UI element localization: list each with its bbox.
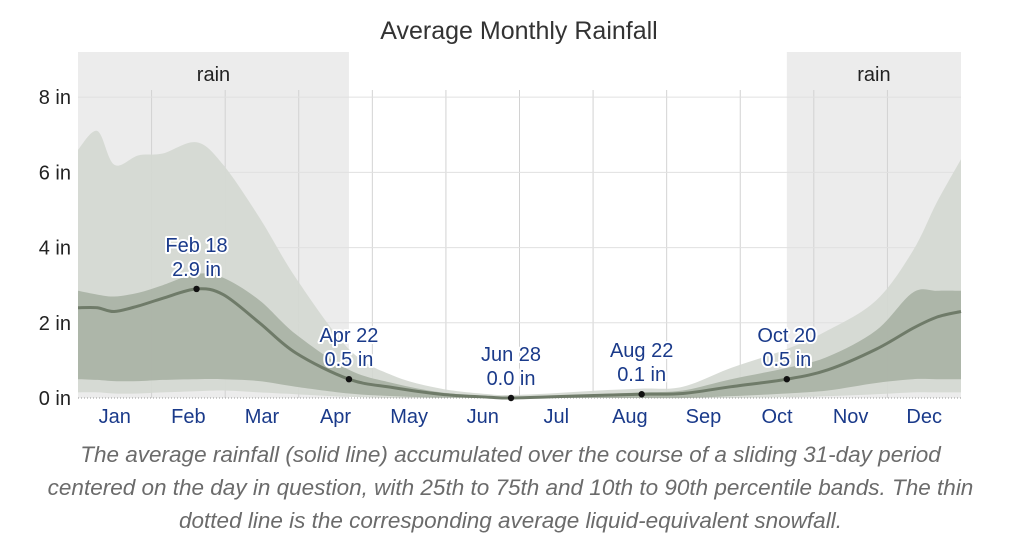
x-tick-label-may: May (390, 406, 428, 428)
annotation-date-3: Aug 22 (610, 340, 673, 362)
x-tick-label-apr: Apr (320, 406, 351, 428)
x-tick-label-jul: Jul (544, 406, 570, 428)
band-25-75 (78, 273, 961, 399)
mean-line-group (77, 287, 962, 400)
annotation-point-0 (193, 285, 200, 293)
x-tick-label-mar: Mar (245, 406, 280, 428)
annotation-date-0: Feb 18 (165, 235, 227, 257)
x-tick-label-feb: Feb (171, 406, 205, 428)
x-axis-ticks: Jan Feb Mar Apr May Jun Jul Aug Sep Oct Nov Dec (99, 406, 942, 428)
annotation-point-4 (783, 375, 791, 383)
y-tick-label-1: 2 in (39, 313, 71, 335)
x-tick-label-jun: Jun (467, 406, 499, 428)
annotation-date-4: Oct 20 (757, 325, 816, 347)
y-tick-label-2: 4 in (39, 238, 71, 260)
percentile-bands (78, 130, 961, 399)
annotation-value-2: 0.0 in (487, 368, 536, 390)
season-label-1: rain (857, 64, 890, 86)
annotation-point-1 (345, 375, 353, 383)
mean-line (77, 287, 962, 400)
chart-caption: The average rainfall (solid line) accumu… (47, 442, 974, 533)
x-tick-label-dec: Dec (906, 406, 942, 428)
x-tick-label-nov: Nov (833, 406, 869, 428)
x-tick-label-oct: Oct (761, 406, 793, 428)
chart-title: Average Monthly Rainfall (380, 17, 657, 45)
y-tick-label-4: 8 in (39, 87, 71, 109)
x-tick-label-aug: Aug (612, 406, 648, 428)
annotation-value-1: 0.5 in (324, 349, 373, 371)
annotation-value-4: 0.5 in (762, 349, 811, 371)
annotation-date-2: Jun 28 (481, 344, 541, 366)
annotation-date-1: Apr 22 (319, 325, 378, 347)
x-tick-label-sep: Sep (686, 406, 722, 428)
y-tick-label-3: 6 in (39, 162, 71, 184)
annotation-point-2 (507, 394, 515, 402)
annotation-value-0: 2.9 in (172, 259, 221, 281)
y-tick-label-0: 0 in (39, 388, 71, 410)
annotation-value-3: 0.1 in (617, 364, 666, 386)
y-axis-ticks: 0 in 2 in 4 in 6 in 8 in (39, 87, 71, 410)
season-label-0: rain (197, 64, 230, 86)
annotation-point-3 (638, 391, 645, 398)
band-10-90 (78, 130, 961, 399)
x-tick-label-jan: Jan (99, 406, 131, 428)
chart-svg: Average Monthly Rainfall rain rain 0 in 2 … (39, 17, 962, 428)
